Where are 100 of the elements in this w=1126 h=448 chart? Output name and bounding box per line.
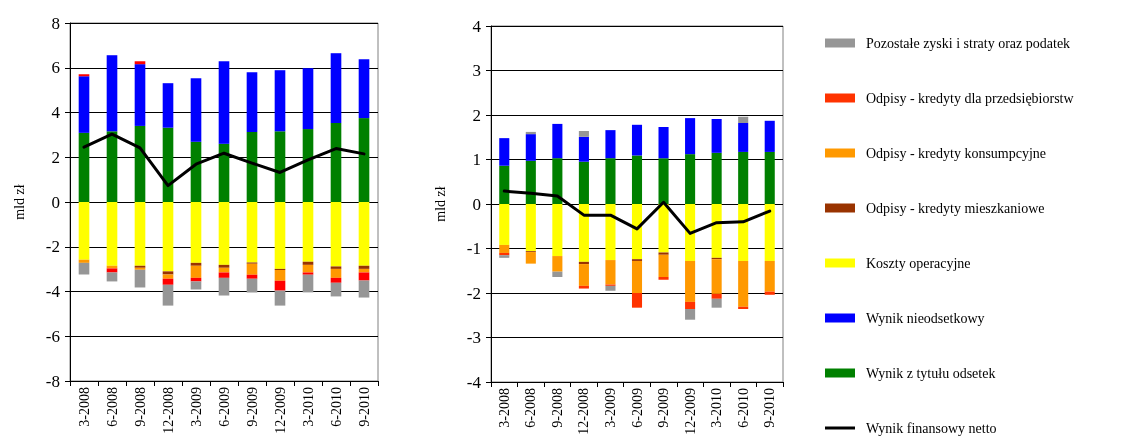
legend-label: Odpisy - kredyty mieszkaniowe — [866, 200, 1045, 216]
y-tick-label: 0 — [472, 194, 481, 214]
bar — [190, 202, 202, 263]
bar — [764, 260, 775, 292]
bar — [738, 123, 749, 152]
bar — [78, 259, 90, 263]
bar — [106, 131, 118, 202]
bar — [134, 269, 146, 288]
bar — [302, 68, 314, 130]
bar — [605, 130, 616, 159]
bar — [499, 165, 510, 204]
x-tick-label: 9-2009 — [656, 388, 672, 428]
y-tick-label: -8 — [45, 371, 60, 391]
bar — [274, 70, 286, 132]
y-axis-title: mld zł — [432, 186, 448, 222]
bar — [658, 252, 669, 255]
bar — [330, 202, 342, 267]
x-tick-label: 12-2009 — [682, 388, 698, 435]
y-tick-label: 1 — [472, 150, 481, 169]
bar — [658, 204, 669, 253]
bar — [499, 244, 510, 253]
bar — [499, 138, 510, 166]
bar — [525, 134, 536, 161]
x-tick-label: 9-2008 — [549, 388, 565, 428]
x-tick-label: 9-2008 — [132, 387, 148, 427]
bar — [246, 202, 258, 263]
x-tick-label: 6-2009 — [629, 388, 645, 428]
bar — [302, 272, 314, 275]
bar — [525, 204, 536, 252]
bar — [302, 261, 314, 265]
bar — [499, 204, 510, 245]
bar — [190, 281, 202, 290]
x-tick-label: 3-2010 — [709, 388, 725, 428]
bar — [578, 131, 589, 137]
bar — [738, 116, 749, 124]
bar — [218, 61, 230, 144]
bar — [162, 284, 174, 306]
bar — [685, 154, 696, 204]
bar — [685, 260, 696, 302]
bar — [525, 160, 536, 204]
bar — [330, 277, 342, 283]
bar — [631, 155, 643, 204]
bar — [274, 131, 286, 202]
bar — [658, 127, 669, 159]
legend-label: Wynik z tytułu odsetek — [866, 365, 996, 381]
bar — [605, 158, 616, 204]
bar — [330, 282, 342, 297]
x-tick-label: 12-2008 — [576, 388, 592, 435]
bar — [358, 265, 370, 269]
x-tick-label: 9-2010 — [762, 388, 778, 428]
bar — [190, 78, 202, 142]
bar — [246, 263, 258, 275]
bar — [358, 59, 370, 119]
bar — [274, 280, 286, 291]
bar — [525, 252, 536, 264]
bar — [711, 119, 722, 153]
bar — [190, 265, 202, 278]
bar — [552, 123, 563, 159]
bar — [764, 291, 775, 295]
legend-label: Wynik finansowy netto — [866, 420, 997, 436]
bar — [631, 260, 643, 293]
bar — [605, 260, 616, 285]
y-tick-label: 2 — [51, 147, 60, 167]
bar — [764, 151, 775, 204]
bar — [162, 274, 174, 279]
bar — [162, 271, 174, 275]
bar — [358, 272, 370, 281]
bar — [631, 293, 643, 308]
bar — [552, 158, 563, 204]
bar — [78, 74, 90, 77]
x-tick-label: 3-2009 — [602, 388, 618, 428]
bar — [552, 271, 563, 277]
bar — [578, 204, 589, 262]
bar — [106, 55, 118, 132]
x-tick-label: 6-2009 — [216, 387, 232, 427]
bar — [274, 290, 286, 306]
bar — [134, 61, 146, 65]
bar — [162, 202, 174, 272]
bar — [711, 152, 722, 204]
x-tick-label: 9-2009 — [244, 387, 260, 427]
y-tick-label: 3 — [472, 61, 481, 80]
x-tick-label: 12-2008 — [160, 387, 176, 434]
x-tick-label: 3-2010 — [300, 387, 316, 427]
bar — [302, 274, 314, 293]
x-tick-label: 12-2009 — [272, 387, 288, 434]
x-tick-label: 3-2008 — [496, 388, 512, 428]
bar — [685, 204, 696, 261]
x-tick-label: 9-2010 — [356, 387, 372, 427]
bar — [358, 280, 370, 298]
x-tick-label: 6-2008 — [523, 388, 539, 428]
bar — [162, 278, 174, 285]
x-tick-label: 3-2009 — [188, 387, 204, 427]
bar — [578, 285, 589, 289]
bar — [330, 268, 342, 278]
bar — [658, 276, 669, 280]
bar — [246, 131, 258, 202]
bar — [685, 118, 696, 155]
bar — [658, 254, 669, 277]
bar — [78, 76, 90, 133]
y-tick-label: -2 — [466, 283, 481, 303]
